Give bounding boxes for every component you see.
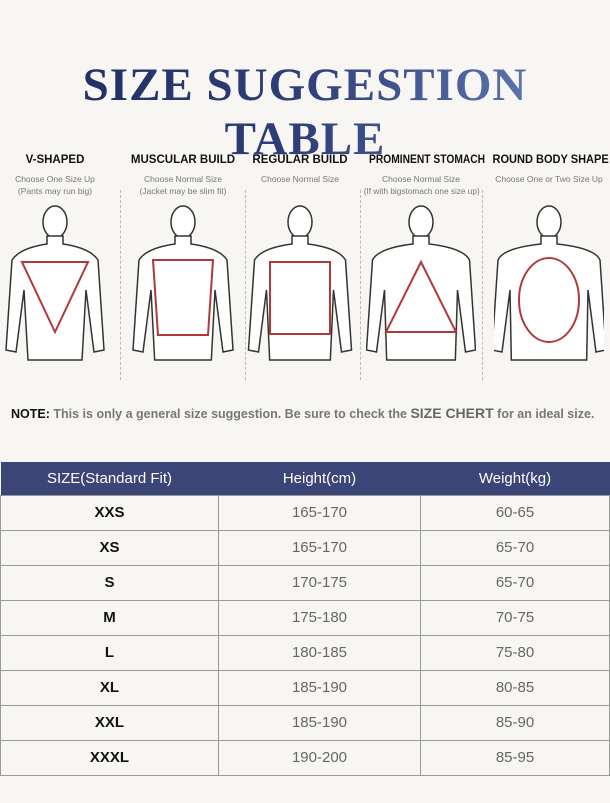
- cell-height: 190-200: [218, 739, 421, 776]
- body-type-advice: (If with bigstomach one size up): [363, 186, 480, 196]
- cell-size: XXS: [0, 494, 219, 531]
- cell-weight: 80-85: [420, 669, 610, 706]
- cell-weight: 65-70: [420, 564, 610, 601]
- cell-height: 165-170: [218, 529, 421, 566]
- body-type-advice: (Jacket may be slim fit): [139, 186, 227, 196]
- cell-size: XS: [0, 529, 219, 566]
- body-type-advice: Choose One Size Up: [15, 174, 95, 184]
- body-type-4: ROUND BODY SHAPE Choose One or Two Size U…: [490, 150, 608, 185]
- cell-weight: 70-75: [420, 599, 610, 636]
- note: NOTE: This is only a general size sugges…: [11, 405, 594, 421]
- body-figure-inverted-triangle: [0, 200, 110, 380]
- cell-weight: 85-90: [420, 704, 610, 741]
- body-type-name: V-SHAPED: [25, 154, 85, 166]
- size-table: SIZE(Standard Fit) Height(cm) Weight(kg)…: [0, 462, 610, 776]
- note-text: This is only a general size suggestion. …: [53, 407, 407, 421]
- cell-height: 175-180: [218, 599, 421, 636]
- page-title: SIZE SUGGESTION TABLE: [0, 58, 610, 166]
- body-figure-oval: [491, 200, 607, 380]
- cell-size: S: [0, 564, 219, 601]
- shape-outline: [151, 259, 215, 336]
- table-row: XL 185-190 80-85: [0, 669, 610, 706]
- body-type-name: PROMINENT STOMACH: [369, 154, 486, 166]
- cell-height: 185-190: [218, 669, 421, 706]
- body-type-1: MUSCULAR BUILD Choose Normal Size (Jacket …: [124, 150, 242, 197]
- table-header: SIZE(Standard Fit) Height(cm) Weight(kg): [0, 462, 610, 495]
- cell-weight: 65-70: [420, 529, 610, 566]
- cell-height: 185-190: [218, 704, 421, 741]
- body-type-3: PROMINENT STOMACH Choose Normal Size (If w…: [362, 150, 485, 197]
- table-row: XXXL 190-200 85-95: [0, 739, 610, 776]
- divider: [482, 190, 483, 380]
- header-height: Height(cm): [218, 462, 421, 495]
- body-figure-trapezoid: [128, 200, 238, 380]
- cell-height: 170-175: [218, 564, 421, 601]
- header-weight: Weight(kg): [420, 462, 610, 495]
- body-type-advice: Choose Normal Size: [261, 174, 339, 184]
- cell-size: XXL: [0, 704, 219, 741]
- body-figure-rectangle: [245, 200, 355, 380]
- body-type-advice: (Pants may run big): [17, 186, 93, 196]
- cell-weight: 60-65: [420, 494, 610, 531]
- body-type-advice: Choose Normal Size: [144, 174, 222, 184]
- cell-weight: 75-80: [420, 634, 610, 671]
- divider: [120, 190, 121, 380]
- table-row: L 180-185 75-80: [0, 634, 610, 671]
- body-type-advice: Choose One or Two Size Up: [495, 174, 603, 184]
- shape-outline: [384, 259, 458, 333]
- body-type-advice: Choose Normal Size: [382, 174, 460, 184]
- table-row: XS 165-170 65-70: [0, 529, 610, 566]
- body-type-0: V-SHAPED Choose One Size Up (Pants may run…: [0, 150, 114, 197]
- cell-size: XXXL: [0, 739, 219, 776]
- divider: [360, 190, 361, 380]
- cell-height: 165-170: [218, 494, 421, 531]
- shape-outline: [20, 261, 90, 335]
- note-emphasis: SIZE CHERT: [410, 405, 494, 421]
- table-row: XXS 165-170 60-65: [0, 494, 610, 531]
- divider: [245, 190, 246, 380]
- table-row: XXL 185-190 85-90: [0, 704, 610, 741]
- shape-outline: [518, 257, 580, 343]
- cell-height: 180-185: [218, 634, 421, 671]
- cell-size: XL: [0, 669, 219, 706]
- note-label: NOTE:: [11, 407, 50, 421]
- cell-size: M: [0, 599, 219, 636]
- cell-weight: 85-95: [420, 739, 610, 776]
- shape-outline: [269, 261, 331, 335]
- table-row: M 175-180 70-75: [0, 599, 610, 636]
- body-figure-triangle: [365, 200, 477, 380]
- table-row: S 170-175 65-70: [0, 564, 610, 601]
- body-type-2: REGULAR BUILD Choose Normal Size: [241, 150, 359, 185]
- body-type-name: ROUND BODY SHAPE: [492, 154, 609, 166]
- header-size: SIZE(Standard Fit): [0, 462, 219, 495]
- body-type-name: MUSCULAR BUILD: [130, 154, 236, 166]
- body-type-name: REGULAR BUILD: [252, 154, 348, 166]
- note-text-end: for an ideal size.: [497, 407, 595, 421]
- cell-size: L: [0, 634, 219, 671]
